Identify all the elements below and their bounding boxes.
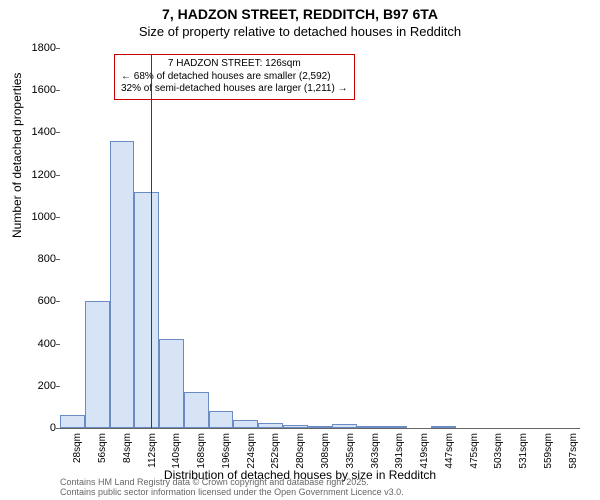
x-tick-label: 419sqm <box>419 433 430 473</box>
histogram-bar <box>233 420 258 428</box>
y-tick-mark <box>56 175 60 176</box>
x-tick-label: 28sqm <box>72 433 83 473</box>
x-tick-label: 335sqm <box>345 433 356 473</box>
y-tick-label: 1000 <box>20 211 56 223</box>
y-tick-label: 200 <box>20 380 56 392</box>
histogram-bar <box>134 192 159 428</box>
x-tick-label: 447sqm <box>444 433 455 473</box>
histogram-bar <box>258 423 283 428</box>
y-tick-label: 400 <box>20 338 56 350</box>
y-tick-mark <box>56 90 60 91</box>
annotation-line2: ← 68% of detached houses are smaller (2,… <box>121 71 348 84</box>
x-tick-label: 196sqm <box>221 433 232 473</box>
property-marker-line <box>151 54 152 428</box>
x-tick-label: 503sqm <box>493 433 504 473</box>
y-tick-label: 1200 <box>20 169 56 181</box>
y-tick-mark <box>56 132 60 133</box>
plot-area: 7 HADZON STREET: 126sqm ← 68% of detache… <box>60 48 580 429</box>
histogram-bar <box>283 425 308 428</box>
y-tick-mark <box>56 386 60 387</box>
y-tick-label: 1400 <box>20 126 56 138</box>
y-tick-mark <box>56 217 60 218</box>
histogram-bar <box>85 301 110 428</box>
x-tick-label: 363sqm <box>370 433 381 473</box>
footer-line2: Contains public sector information licen… <box>60 488 404 498</box>
x-tick-label: 280sqm <box>295 433 306 473</box>
x-tick-label: 308sqm <box>320 433 331 473</box>
y-tick-mark <box>56 48 60 49</box>
histogram-bar <box>159 339 184 428</box>
annotation-box: 7 HADZON STREET: 126sqm ← 68% of detache… <box>114 54 355 100</box>
x-tick-label: 391sqm <box>394 433 405 473</box>
annotation-line3: 32% of semi-detached houses are larger (… <box>121 83 348 96</box>
x-tick-label: 531sqm <box>518 433 529 473</box>
y-tick-label: 1800 <box>20 42 56 54</box>
histogram-bar <box>60 415 85 428</box>
y-tick-label: 800 <box>20 253 56 265</box>
histogram-bar <box>184 392 209 428</box>
x-tick-label: 252sqm <box>270 433 281 473</box>
histogram-bar <box>308 426 333 428</box>
histogram-bar <box>110 141 135 428</box>
x-tick-label: 140sqm <box>171 433 182 473</box>
x-tick-label: 168sqm <box>196 433 207 473</box>
histogram-bar <box>332 424 357 428</box>
chart-footer: Contains HM Land Registry data © Crown c… <box>60 478 404 498</box>
x-tick-label: 84sqm <box>122 433 133 473</box>
y-tick-label: 600 <box>20 295 56 307</box>
x-tick-label: 224sqm <box>246 433 257 473</box>
histogram-bar <box>431 426 456 428</box>
y-tick-mark <box>56 428 60 429</box>
y-tick-mark <box>56 259 60 260</box>
y-tick-label: 1600 <box>20 84 56 96</box>
x-tick-label: 587sqm <box>568 433 579 473</box>
x-tick-label: 559sqm <box>543 433 554 473</box>
y-tick-mark <box>56 301 60 302</box>
y-tick-mark <box>56 344 60 345</box>
x-tick-label: 475sqm <box>469 433 480 473</box>
chart-title-sub: Size of property relative to detached ho… <box>0 24 600 39</box>
histogram-bar <box>357 426 382 428</box>
chart-title-main: 7, HADZON STREET, REDDITCH, B97 6TA <box>0 6 600 22</box>
histogram-bar <box>382 426 407 428</box>
x-tick-label: 112sqm <box>147 433 158 473</box>
chart-container: 7, HADZON STREET, REDDITCH, B97 6TA Size… <box>0 0 600 500</box>
x-tick-label: 56sqm <box>97 433 108 473</box>
histogram-bar <box>209 411 234 428</box>
y-tick-label: 0 <box>20 422 56 434</box>
annotation-line1: 7 HADZON STREET: 126sqm <box>121 58 348 71</box>
